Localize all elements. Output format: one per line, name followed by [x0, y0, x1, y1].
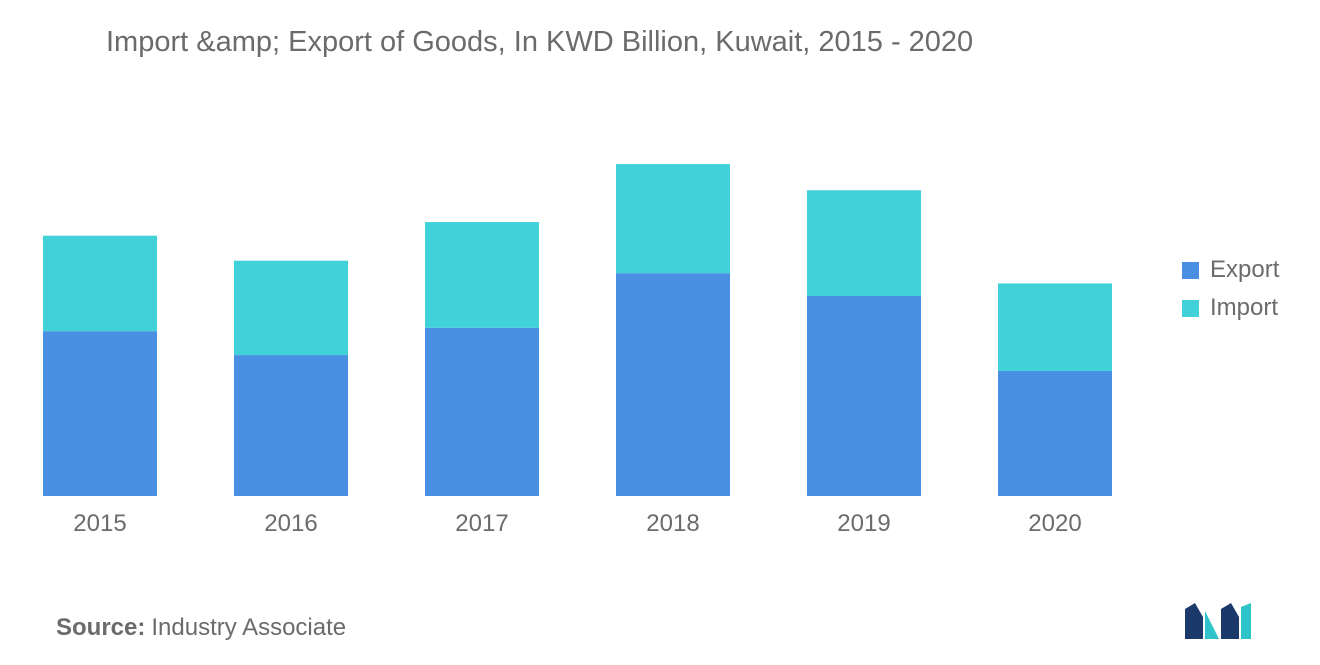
bar-export-2020 [998, 370, 1112, 496]
legend-label-import: Import [1210, 294, 1279, 321]
legend-item-import: Import [1182, 289, 1279, 327]
source-note: Source: Industry Associate [56, 614, 346, 642]
source-value: Industry Associate [151, 614, 347, 641]
company-logo-icon [1185, 603, 1251, 639]
x-tick-label-2016: 2016 [264, 510, 317, 537]
bar-group [43, 164, 1112, 496]
x-tick-label-2020: 2020 [1028, 510, 1081, 537]
x-tick-label-2019: 2019 [837, 510, 890, 537]
bar-export-2015 [43, 331, 157, 496]
bar-import-2018 [616, 164, 730, 274]
legend: Export Import [1182, 251, 1279, 327]
bar-import-2020 [998, 283, 1112, 371]
x-tick-label-2015: 2015 [73, 510, 126, 537]
bar-import-2015 [43, 235, 157, 332]
chart-title: Import &amp; Export of Goods, In KWD Bil… [106, 26, 974, 58]
legend-swatch-import [1182, 299, 1199, 317]
bar-export-2018 [616, 273, 730, 496]
bar-export-2019 [807, 295, 921, 496]
bar-export-2017 [425, 327, 539, 496]
bar-export-2016 [234, 355, 348, 496]
bar-import-2016 [234, 260, 348, 356]
bar-import-2017 [425, 222, 539, 328]
legend-swatch-export [1182, 261, 1199, 279]
x-tick-label-2017: 2017 [455, 510, 508, 537]
source-label: Source: [56, 614, 146, 641]
legend-item-export: Export [1182, 251, 1279, 289]
x-tick-label-2018: 2018 [646, 510, 699, 537]
legend-label-export: Export [1210, 256, 1280, 283]
bar-import-2019 [807, 190, 921, 296]
x-axis-tick-labels: 2015 2016 2017 2018 2019 2020 [73, 510, 1081, 537]
